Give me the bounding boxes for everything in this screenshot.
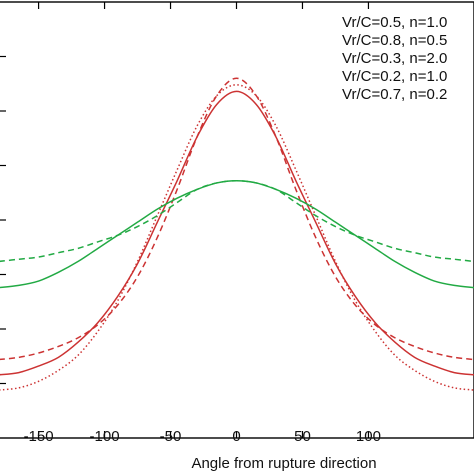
series-line-5 <box>0 180 474 263</box>
legend-label-3: Vr/C=0.3, n=2.0 <box>342 50 447 67</box>
tick-labels: -150 -100 -50 0 50 100 <box>24 428 381 445</box>
series-line-3 <box>0 84 474 391</box>
series-lines <box>0 77 474 391</box>
legend: Vr/C=0.5, n=1.0Vr/C=0.8, n=0.5Vr/C=0.3, … <box>342 14 447 103</box>
x-tick-label: 100 <box>356 428 381 445</box>
x-axis-label: Angle from rupture direction <box>191 455 376 472</box>
x-tick-label: -50 <box>160 428 182 445</box>
x-tick-label: 0 <box>232 428 240 445</box>
legend-label-1: Vr/C=0.5, n=1.0 <box>342 14 447 31</box>
legend-label-5: Vr/C=0.7, n=0.2 <box>342 86 447 103</box>
x-tick-label: -100 <box>90 428 120 445</box>
legend-label-4: Vr/C=0.2, n=1.0 <box>342 68 447 85</box>
series-line-4 <box>0 180 474 289</box>
series-line-2 <box>0 77 474 361</box>
x-tick-label: -150 <box>24 428 54 445</box>
x-tick-label: 50 <box>294 428 311 445</box>
tick-marks <box>0 2 370 438</box>
series-line-1 <box>0 90 474 376</box>
legend-label-2: Vr/C=0.8, n=0.5 <box>342 32 447 49</box>
